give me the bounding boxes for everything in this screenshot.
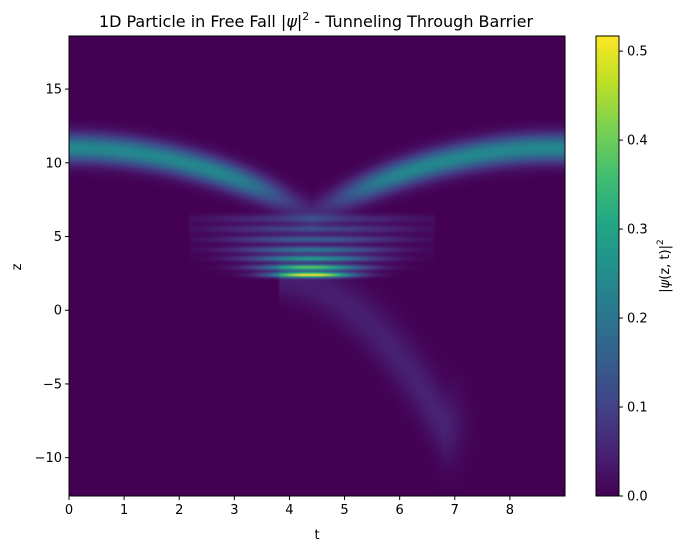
colorbar-tick-label: 0.3 [627, 223, 648, 238]
y-tick-label: 0 [54, 304, 62, 319]
x-tick-label: 3 [230, 503, 238, 518]
colorbar-tick-label: 0.0 [627, 490, 648, 505]
y-axis-label: z [10, 263, 25, 270]
x-tick-label: 2 [175, 503, 183, 518]
x-tick-label: 0 [65, 503, 73, 518]
y-axis: −10 −5 0 5 10 15 [35, 83, 69, 466]
x-tick-label: 8 [506, 503, 514, 518]
y-tick-label: 15 [45, 83, 62, 98]
colorbar-tick-label: 0.5 [627, 45, 648, 60]
x-axis: 0 1 2 3 4 5 6 7 8 [65, 496, 514, 518]
plot-area [68, 35, 566, 497]
chart-title: 1D Particle in Free Fall |ψ|2 - Tunnelin… [99, 10, 534, 31]
colorbar-tick-label: 0.4 [627, 134, 648, 149]
colorbar-tick-label: 0.2 [627, 312, 648, 327]
y-tick-label: −5 [43, 377, 62, 392]
x-tick-label: 1 [120, 503, 128, 518]
colorbar-gradient [595, 35, 620, 497]
plot-frame [68, 35, 566, 497]
x-axis-label: t [314, 528, 319, 543]
y-tick-label: 5 [54, 230, 62, 245]
colorbar: 0.0 0.1 0.2 0.3 0.4 0.5 |ψ(z, t)|2 [595, 35, 673, 505]
x-tick-label: 7 [451, 503, 459, 518]
colorbar-ticks: 0.0 0.1 0.2 0.3 0.4 0.5 [619, 45, 648, 505]
y-tick-label: −10 [35, 451, 62, 466]
colorbar-tick-label: 0.1 [627, 401, 648, 416]
x-tick-label: 6 [396, 503, 404, 518]
colorbar-label: |ψ(z, t)|2 [656, 239, 673, 292]
y-tick-label: 10 [45, 156, 62, 171]
x-tick-label: 4 [285, 503, 293, 518]
x-tick-label: 5 [340, 503, 348, 518]
heatmap-image [69, 36, 565, 496]
